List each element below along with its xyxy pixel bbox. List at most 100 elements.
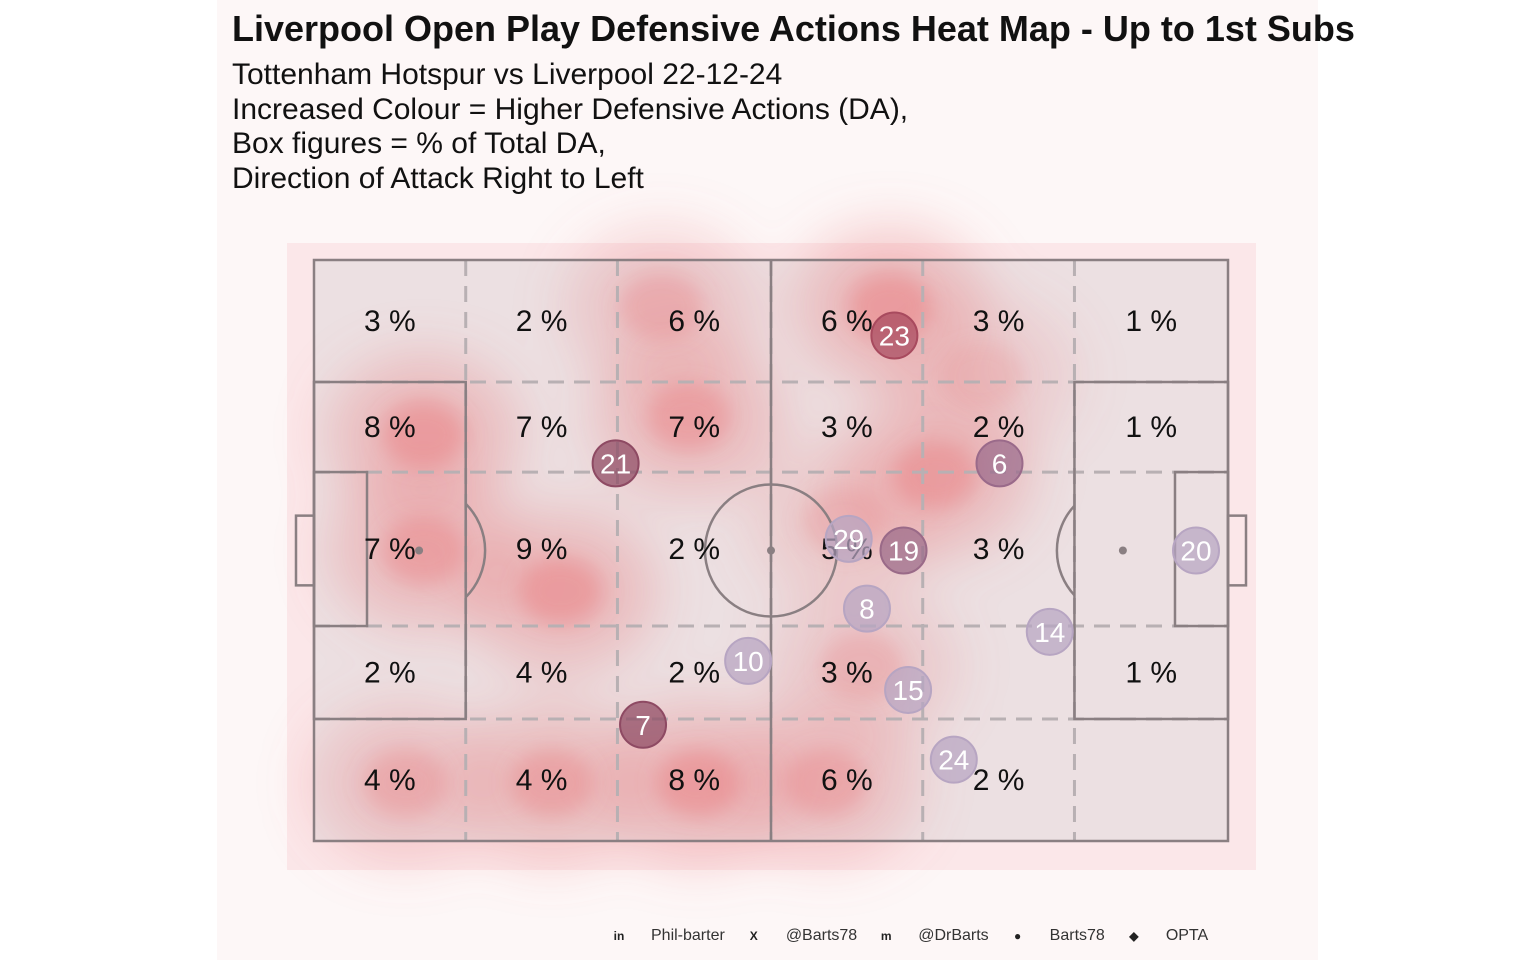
zone-pct-r2-c3: 7 % <box>668 411 720 444</box>
zone-pct-r2-c4: 3 % <box>821 411 873 444</box>
player-number-23: 23 <box>879 321 910 352</box>
x-icon: X <box>749 929 758 943</box>
zone-pct-r3-c2: 9 % <box>516 533 568 566</box>
zone-pct-r4-c1: 2 % <box>364 657 416 690</box>
player-marker-24 <box>929 735 978 784</box>
player-21: 21 <box>591 439 640 488</box>
footer-credits: in Phil-barter X @Barts78 m @DrBarts ● Barts78 ◆… <box>600 924 1218 948</box>
player-marker-14 <box>1025 607 1074 656</box>
zone-pct-r5-c4: 6 % <box>821 764 873 797</box>
zone-pct-r1-c4: 6 % <box>821 305 873 338</box>
player-number-15: 15 <box>893 675 924 706</box>
footer-label-5: OPTA <box>1165 927 1209 944</box>
player-19: 19 <box>879 526 928 575</box>
zone-pct-r3-c5: 3 % <box>973 533 1025 566</box>
linkedin-icon: in <box>613 929 625 943</box>
player-23: 23 <box>870 311 919 360</box>
player-8: 8 <box>842 584 891 633</box>
player-number-19: 19 <box>888 536 919 567</box>
player-number-21: 21 <box>600 448 631 479</box>
density-core-13 <box>939 342 1024 411</box>
zone-pct-r1-c1: 3 % <box>364 305 416 338</box>
density-core-8 <box>509 748 594 817</box>
zone-pct-r1-c6: 1 % <box>1125 305 1177 338</box>
zone-pct-r2-c5: 2 % <box>973 411 1025 444</box>
player-number-10: 10 <box>733 646 764 677</box>
zone-pct-r5-c1: 4 % <box>364 764 416 797</box>
zone-pct-r5-c2: 4 % <box>516 764 568 797</box>
zone-pct-r2-c2: 7 % <box>516 411 568 444</box>
zone-pct-r4-c3: 2 % <box>668 657 720 690</box>
player-7: 7 <box>619 700 668 749</box>
github-icon: ● <box>1014 929 1022 943</box>
zone-pct-r2-c6: 1 % <box>1125 411 1177 444</box>
player-positions: 23 21 6 29 19 20 8 14 10 15 7 24 <box>591 311 1221 784</box>
density-inner <box>363 272 1024 817</box>
player-marker-8 <box>842 584 891 633</box>
zone-pct-r1-c2: 2 % <box>516 305 568 338</box>
zone-pct-r4-c4: 3 % <box>821 657 873 690</box>
player-20: 20 <box>1172 526 1221 575</box>
subtitle-line-3: Box figures = % of Total DA, <box>232 127 606 160</box>
subtitle-line-2: Increased Colour = Higher Defensive Acti… <box>232 93 909 126</box>
player-marker-15 <box>884 665 933 714</box>
zone-pct-r5-c3: 8 % <box>668 764 720 797</box>
player-number-29: 29 <box>833 524 864 555</box>
density-core-6 <box>893 440 978 509</box>
player-marker-7 <box>619 700 668 749</box>
left-goal <box>294 514 316 587</box>
player-marker-20 <box>1172 526 1221 575</box>
player-marker-19 <box>879 526 928 575</box>
subtitle-line-1: Tottenham Hotspur vs Liverpool 22-12-24 <box>232 58 783 91</box>
footer-label-4: Barts78 <box>1049 927 1105 944</box>
left-penalty-arc <box>464 502 487 599</box>
player-14: 14 <box>1025 607 1074 656</box>
zone-pct-r3-c3: 2 % <box>668 533 720 566</box>
zone-pct-r1-c3: 6 % <box>668 305 720 338</box>
zone-pct-r1-c5: 3 % <box>973 305 1025 338</box>
player-marker-29 <box>824 514 873 563</box>
footer-label-1: Phil-barter <box>651 927 725 944</box>
player-marker-10 <box>724 636 773 685</box>
player-10: 10 <box>724 636 773 685</box>
density-core-2 <box>518 557 603 626</box>
zone-pct-r3-c1: 7 % <box>364 533 416 566</box>
player-24: 24 <box>929 735 978 784</box>
density-core-9 <box>783 748 868 817</box>
density-core-12 <box>820 632 905 701</box>
pitch-markings <box>294 258 1248 843</box>
density-core-7 <box>655 748 740 817</box>
chart-title: Liverpool Open Play Defensive Actions He… <box>232 8 1355 49</box>
player-marker-6 <box>975 439 1024 488</box>
footer-label-2: @Barts78 <box>785 927 858 944</box>
left-penalty-spot <box>415 546 424 555</box>
player-15: 15 <box>884 665 933 714</box>
zone-pct-r2-c1: 8 % <box>364 411 416 444</box>
footer-label-3: @DrBarts <box>918 927 989 944</box>
zone-pct-r4-c2: 4 % <box>516 657 568 690</box>
dropbox-icon: ◆ <box>1129 929 1139 943</box>
density-core-10 <box>363 748 448 817</box>
zone-pct-r4-c6: 1 % <box>1125 657 1177 690</box>
density-layer <box>310 226 1077 863</box>
density-core-0 <box>381 400 466 469</box>
zone-pct-r5-c5: 2 % <box>973 764 1025 797</box>
player-number-6: 6 <box>992 448 1008 479</box>
right-penalty-spot <box>1118 546 1127 555</box>
density-core-3 <box>646 382 731 451</box>
player-marker-21 <box>591 439 640 488</box>
mastodon-icon: m <box>880 929 892 943</box>
right-penalty-arc <box>1055 504 1076 597</box>
player-number-8: 8 <box>859 594 875 625</box>
density-core-1 <box>381 516 466 585</box>
player-6: 6 <box>975 439 1024 488</box>
player-number-20: 20 <box>1180 536 1211 567</box>
player-number-7: 7 <box>635 710 651 741</box>
density-core-4 <box>619 272 704 341</box>
player-29: 29 <box>824 514 873 563</box>
player-number-14: 14 <box>1034 617 1065 648</box>
player-number-24: 24 <box>938 745 969 776</box>
right-goal <box>1226 514 1248 587</box>
centre-spot <box>767 546 775 555</box>
